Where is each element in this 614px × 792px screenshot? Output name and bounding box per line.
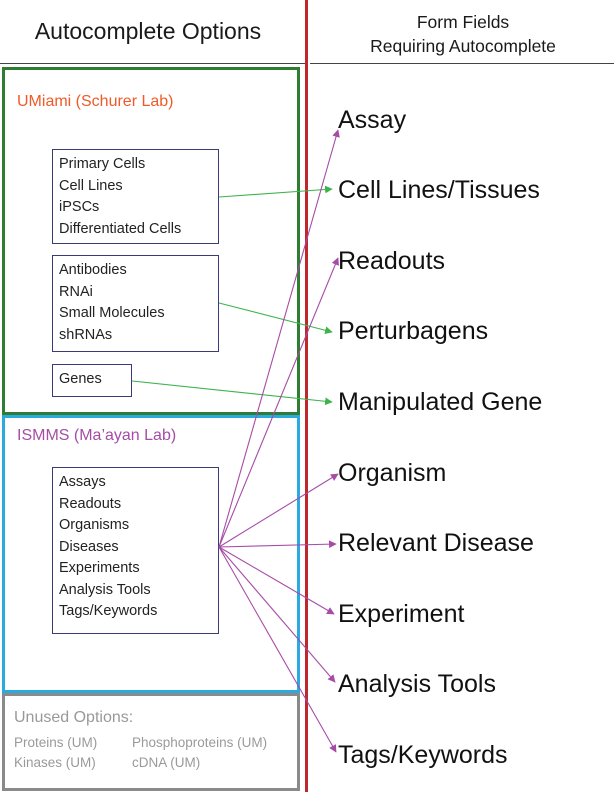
option-item: Tags/Keywords <box>59 603 158 619</box>
arrow-cells-to-cell-lines <box>218 185 333 198</box>
options-header: Autocomplete Options <box>34 18 262 44</box>
field-analysis-tools: Analysis Tools <box>338 670 496 698</box>
header-divider-right <box>310 63 614 64</box>
option-item: iPSCs <box>59 199 100 215</box>
form-fields-header-line1: Form Fields <box>416 12 510 32</box>
field-relevant-disease: Relevant Disease <box>338 529 534 557</box>
option-item: Cell Lines <box>59 177 123 194</box>
unused-item: Kinases (UM) <box>14 755 96 770</box>
option-item: Antibodies <box>59 262 127 278</box>
option-item: Assays <box>59 474 106 490</box>
arrow-diseases <box>218 540 337 549</box>
arrow-tags-keywords <box>218 546 337 753</box>
ismms-title: ISMMS (Ma’ayan Lab) <box>17 427 177 444</box>
field-perturbagens: Perturbagens <box>338 317 489 345</box>
ismms-options-box: Assays Readouts Organisms Diseases Exper… <box>52 467 219 634</box>
umiami-panel <box>2 67 300 415</box>
genes-option-box: Genes <box>52 364 132 397</box>
option-item: Small Molecules <box>59 305 165 321</box>
arrow-genes <box>131 380 333 406</box>
arrow-assays <box>218 129 340 548</box>
field-assay: Assay <box>338 106 407 134</box>
field-cell-lines-tissues: Cell Lines/Tissues <box>338 176 540 204</box>
field-experiment: Experiment <box>338 600 465 628</box>
cell-options-box: Primary Cells Cell Lines iPSCs Different… <box>52 149 219 244</box>
option-item: Organisms <box>59 517 130 533</box>
unused-item: Proteins (UM) <box>14 735 98 750</box>
ismms-panel <box>2 415 300 693</box>
perturbagen-options-box: Antibodies RNAi Small Molecules shRNAs <box>52 255 219 352</box>
unused-panel <box>2 693 300 791</box>
option-item: Readouts <box>59 495 122 512</box>
option-item: Experiments <box>59 560 140 576</box>
arrow-experiments <box>218 546 335 615</box>
header-divider-left <box>0 63 305 64</box>
field-tags-keywords: Tags/Keywords <box>338 741 508 769</box>
unused-item: cDNA (UM) <box>132 755 201 770</box>
arrow-organisms <box>218 473 339 548</box>
option-item: Diseases <box>59 538 119 555</box>
arrow-perturbagens <box>218 302 333 335</box>
unused-item: Phosphoproteins (UM) <box>132 735 268 750</box>
form-fields-header-line2: Requiring Autocomplete <box>370 36 556 56</box>
option-item: shRNAs <box>59 326 113 343</box>
umiami-title: UMiami (Schurer Lab) <box>17 93 174 110</box>
option-item: Differentiated Cells <box>59 220 182 237</box>
option-item: Primary Cells <box>59 156 146 172</box>
arrow-analysis-tools <box>218 546 336 683</box>
field-manipulated-gene: Manipulated Gene <box>338 388 543 416</box>
unused-title: Unused Options: <box>14 709 134 726</box>
option-item: Analysis Tools <box>59 581 151 598</box>
option-item: Genes <box>59 371 102 387</box>
form-fields-header: Form Fields Requiring Autocomplete <box>312 10 614 58</box>
option-item: RNAi <box>59 283 93 300</box>
field-readouts: Readouts <box>338 247 446 275</box>
column-divider <box>305 0 308 792</box>
field-organism: Organism <box>338 459 447 487</box>
arrow-readouts <box>218 257 339 548</box>
